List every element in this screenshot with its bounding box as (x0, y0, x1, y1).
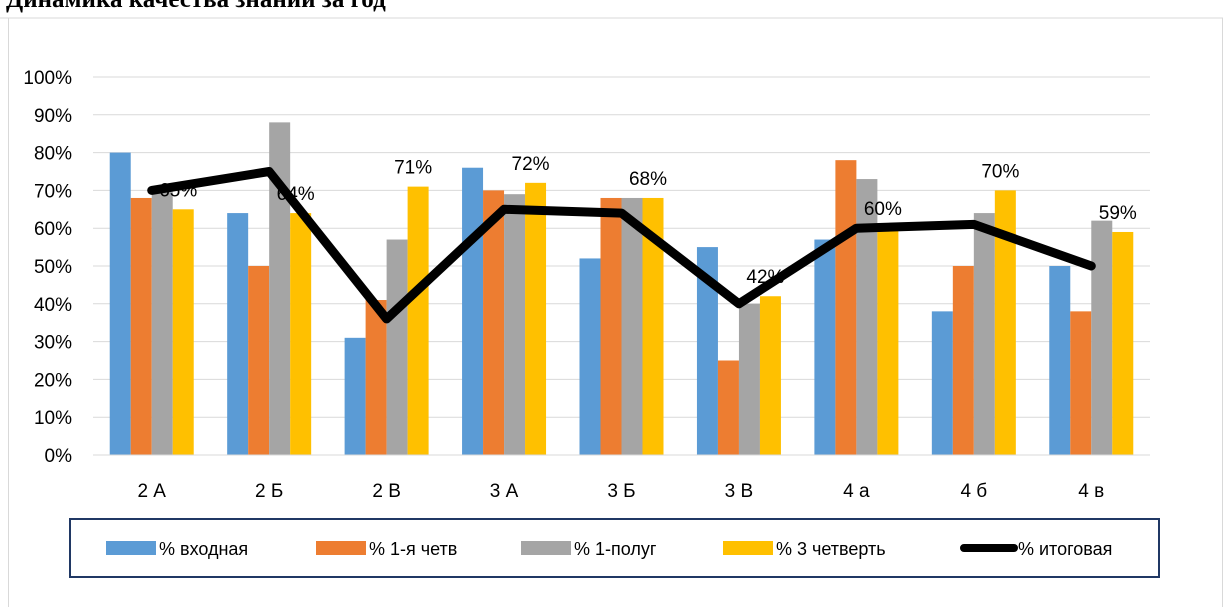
bar (269, 122, 291, 456)
legend-swatch (521, 541, 571, 555)
bar (462, 167, 484, 455)
bar (1070, 311, 1092, 455)
y-tick-label: 20% (34, 370, 72, 391)
legend-swatch (723, 541, 773, 555)
y-tick-label: 50% (34, 257, 72, 278)
bar (365, 300, 387, 455)
bar (227, 213, 249, 455)
y-tick-label: 40% (34, 295, 72, 316)
bar (759, 296, 781, 455)
bar (952, 266, 974, 455)
chart-title: Динамика качества знаний за год (6, 0, 386, 14)
bar (973, 213, 995, 455)
data-label: 64% (277, 184, 315, 205)
bar (877, 228, 899, 455)
x-tick-label: 2 Б (255, 481, 283, 502)
legend-label: % 1-полуг (574, 539, 657, 559)
bar (994, 190, 1016, 455)
bar (642, 197, 664, 455)
bar (835, 160, 857, 455)
data-label: 71% (394, 158, 432, 179)
y-tick-label: 80% (34, 144, 72, 165)
bar (717, 360, 739, 455)
data-label: 72% (512, 154, 550, 175)
bar (344, 337, 366, 455)
bar (525, 182, 547, 455)
bar (738, 303, 760, 455)
y-tick-label: 60% (34, 219, 72, 240)
x-tick-label: 4 б (960, 481, 987, 502)
x-tick-label: 2 В (372, 481, 401, 502)
x-tick-label: 3 В (725, 481, 754, 502)
bar (407, 186, 429, 455)
legend-swatch (106, 541, 156, 555)
bar (814, 239, 836, 455)
bar (386, 239, 408, 455)
bar (856, 179, 878, 455)
data-label: 60% (864, 199, 902, 220)
data-label: 65% (159, 180, 197, 201)
data-label: 59% (1099, 203, 1137, 224)
bar (579, 258, 601, 455)
bar (151, 190, 173, 455)
bar (696, 247, 718, 455)
bar (621, 197, 643, 455)
legend-label: % 3 четверть (776, 539, 886, 559)
data-label: 68% (629, 169, 667, 190)
bar (1112, 231, 1134, 455)
bar (172, 209, 194, 455)
y-tick-label: 70% (34, 181, 72, 202)
bar (109, 152, 131, 455)
legend-label: % итоговая (1018, 539, 1112, 559)
x-tick-label: 2 А (137, 481, 166, 502)
legend-label: % 1-я четв (369, 539, 457, 559)
bar (1049, 266, 1071, 455)
y-tick-label: 30% (34, 333, 72, 354)
bar (600, 197, 622, 455)
y-tick-label: 100% (23, 68, 72, 89)
y-tick-label: 0% (45, 446, 73, 467)
legend-swatch (316, 541, 366, 555)
bar (290, 213, 312, 455)
x-tick-label: 4 а (843, 481, 870, 502)
x-tick-label: 4 в (1078, 481, 1104, 502)
bar (248, 266, 270, 455)
data-label: 70% (981, 161, 1019, 182)
bar (130, 197, 152, 455)
bar (931, 311, 953, 455)
line-series (147, 167, 1096, 324)
data-label: 42% (746, 267, 784, 288)
y-tick-label: 10% (34, 408, 72, 429)
bar (504, 194, 526, 455)
x-tick-label: 3 Б (607, 481, 635, 502)
y-tick-label: 90% (34, 106, 72, 127)
x-tick-label: 3 А (490, 481, 519, 502)
legend-label: % входная (159, 539, 248, 559)
bar (483, 190, 505, 455)
bar (1091, 220, 1113, 455)
